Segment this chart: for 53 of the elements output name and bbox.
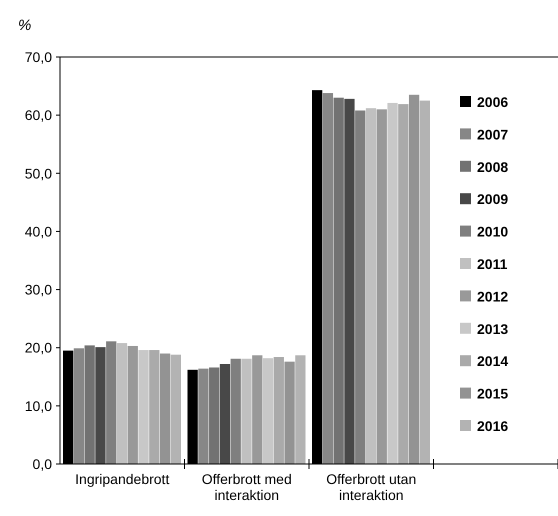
bar <box>366 108 376 464</box>
bar <box>74 348 84 464</box>
legend-label: 2011 <box>477 256 508 272</box>
legend-label: 2010 <box>477 224 508 240</box>
bar <box>262 358 274 464</box>
legend-label: 2014 <box>477 353 508 370</box>
y-axis-title: % <box>18 17 32 34</box>
bar <box>398 104 408 464</box>
bar <box>106 341 116 464</box>
bar <box>149 350 160 464</box>
bar <box>116 343 128 464</box>
bar <box>376 109 387 464</box>
bar <box>128 346 138 464</box>
bar <box>220 364 230 464</box>
legend-label: 2006 <box>477 94 508 110</box>
bar <box>295 355 306 464</box>
legend-label: 2016 <box>477 418 508 434</box>
bar <box>387 102 398 464</box>
bar <box>95 347 106 464</box>
legend-label: 2013 <box>477 320 508 337</box>
legend-label: 2012 <box>477 288 508 304</box>
bar <box>322 93 334 464</box>
bar <box>334 98 344 464</box>
bar <box>170 354 181 464</box>
y-tick-label: 50,0 <box>24 165 52 182</box>
x-tick-label: Ingripandebrott <box>75 471 170 487</box>
y-tick-label: 70,0 <box>24 49 52 65</box>
legend-label: 2008 <box>477 158 508 175</box>
bar <box>252 355 262 464</box>
bar <box>84 345 95 464</box>
bar <box>198 368 209 464</box>
bar <box>160 354 170 464</box>
bar <box>138 350 149 464</box>
bar <box>284 362 295 464</box>
y-tick-label: 40,0 <box>24 223 52 240</box>
bar <box>241 358 252 464</box>
bar <box>230 358 241 464</box>
y-tick-label: 30,0 <box>24 282 52 298</box>
x-tick-label: Offerbrott utan interaktion <box>326 471 416 503</box>
bar <box>274 357 284 464</box>
bar <box>420 100 430 464</box>
bar <box>408 94 420 464</box>
bar <box>209 367 220 464</box>
y-tick-label: 10,0 <box>24 398 52 414</box>
legend-label: 2015 <box>477 386 508 402</box>
bar <box>344 98 355 464</box>
y-tick-label: 60,0 <box>24 107 52 124</box>
bar <box>355 110 366 464</box>
y-tick-label: 0,0 <box>32 456 52 472</box>
x-tick-label: Offerbrott med interaktion <box>202 471 292 503</box>
legend-label: 2009 <box>477 191 508 208</box>
legend-label: 2007 <box>477 126 508 142</box>
y-tick-label: 20,0 <box>24 340 52 356</box>
